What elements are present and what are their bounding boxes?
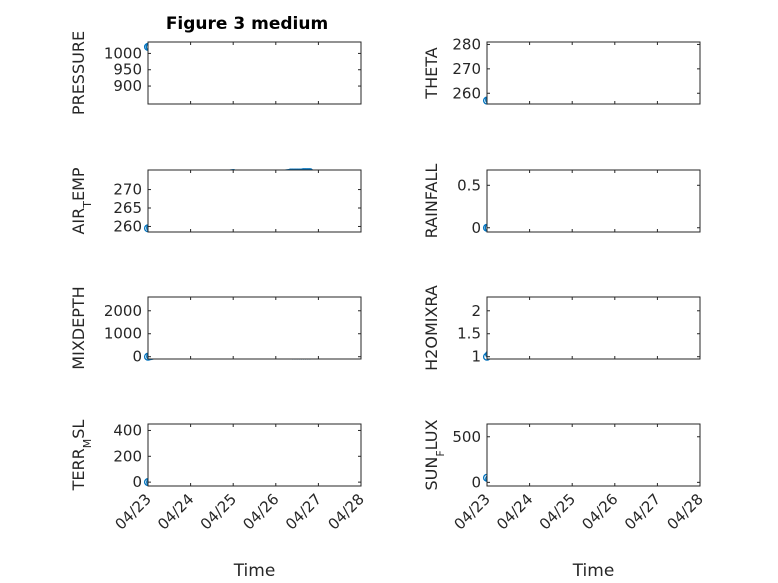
- y-axis-label: RAINFALL: [422, 164, 441, 239]
- chart-panel-mixdepth: 0 1000 2000 MIXDEPTH: [69, 286, 362, 370]
- x-tick-label: 04/26: [578, 490, 621, 533]
- y-tick-label: 400: [113, 421, 142, 439]
- axes-box: [486, 41, 701, 105]
- y-axis-label: H2OMIXRA: [422, 285, 441, 371]
- axes-box: [147, 41, 362, 105]
- y-tick-label: 2000: [104, 302, 142, 320]
- figure-title: Figure 3 medium: [166, 14, 328, 34]
- y-tick-label: 0: [132, 348, 142, 366]
- axes-box: [486, 423, 701, 487]
- chart-panel-theta: 260 270 280 THETA: [422, 35, 701, 105]
- axes-box: [486, 296, 701, 360]
- y-axis-label: MIXDEPTH: [69, 286, 88, 369]
- chart-panel-h2omixra: 1 1.5 2 H2OMIXRA: [422, 285, 701, 371]
- y-tick-label: 950: [113, 61, 142, 79]
- x-tick-label: 04/28: [664, 490, 707, 533]
- x-tick-label: 04/27: [282, 490, 325, 533]
- chart-panel-sun_flux: 0 500 04/23 04/24 04/25 04/26 04/27 04/28 Time SU…: [422, 419, 707, 581]
- chart-panel-terr_msl: 0 200 400 04/23 04/24 04/25 04/26 04/27 04/28 Tim…: [69, 420, 368, 581]
- x-tick-label: 04/26: [239, 490, 282, 533]
- x-tick-label: 04/25: [197, 490, 240, 533]
- y-axis-label: AIRTEMP: [69, 167, 94, 234]
- x-tick-label: 04/24: [493, 490, 536, 533]
- y-tick-label: 260: [113, 217, 142, 235]
- y-tick-label: 2: [471, 302, 481, 320]
- x-tick-label: 04/24: [154, 490, 197, 533]
- y-tick-label: 260: [452, 84, 481, 102]
- x-tick-label: 04/25: [536, 490, 579, 533]
- axes-box: [486, 169, 701, 233]
- x-tick-label: 04/28: [325, 490, 368, 533]
- axes-box: [147, 169, 362, 233]
- y-tick-label: 0: [471, 473, 481, 491]
- x-axis-label: Time: [233, 561, 276, 581]
- y-tick-label: 280: [452, 35, 481, 53]
- y-axis-label: PRESSURE: [69, 31, 88, 115]
- y-tick-label: 1000: [104, 44, 142, 62]
- y-tick-label: 270: [452, 60, 481, 78]
- y-tick-label: 265: [113, 199, 142, 217]
- y-tick-label: 900: [113, 77, 142, 95]
- y-axis-label: SUNFLUX: [422, 419, 447, 490]
- y-tick-label: 0: [132, 473, 142, 491]
- x-tick-label: 04/23: [112, 490, 155, 533]
- y-axis-label: TERRMSL: [69, 420, 94, 492]
- x-tick-label: 04/23: [451, 490, 494, 533]
- y-tick-label: 0.5: [457, 176, 481, 194]
- x-tick-label: 04/27: [621, 490, 664, 533]
- axes-box: [147, 423, 362, 487]
- y-axis-label: THETA: [422, 47, 441, 99]
- y-tick-label: 270: [113, 181, 142, 199]
- y-tick-label: 1.5: [457, 325, 481, 343]
- y-tick-label: 500: [452, 428, 481, 446]
- y-tick-label: 1: [471, 348, 481, 366]
- y-tick-label: 200: [113, 447, 142, 465]
- y-tick-label: 1000: [104, 325, 142, 343]
- y-tick-label: 0: [471, 219, 481, 237]
- axes-box: [147, 296, 362, 360]
- x-axis-label: Time: [572, 561, 615, 581]
- chart-panel-rainfall: 0 0.5 RAINFALL: [422, 164, 701, 239]
